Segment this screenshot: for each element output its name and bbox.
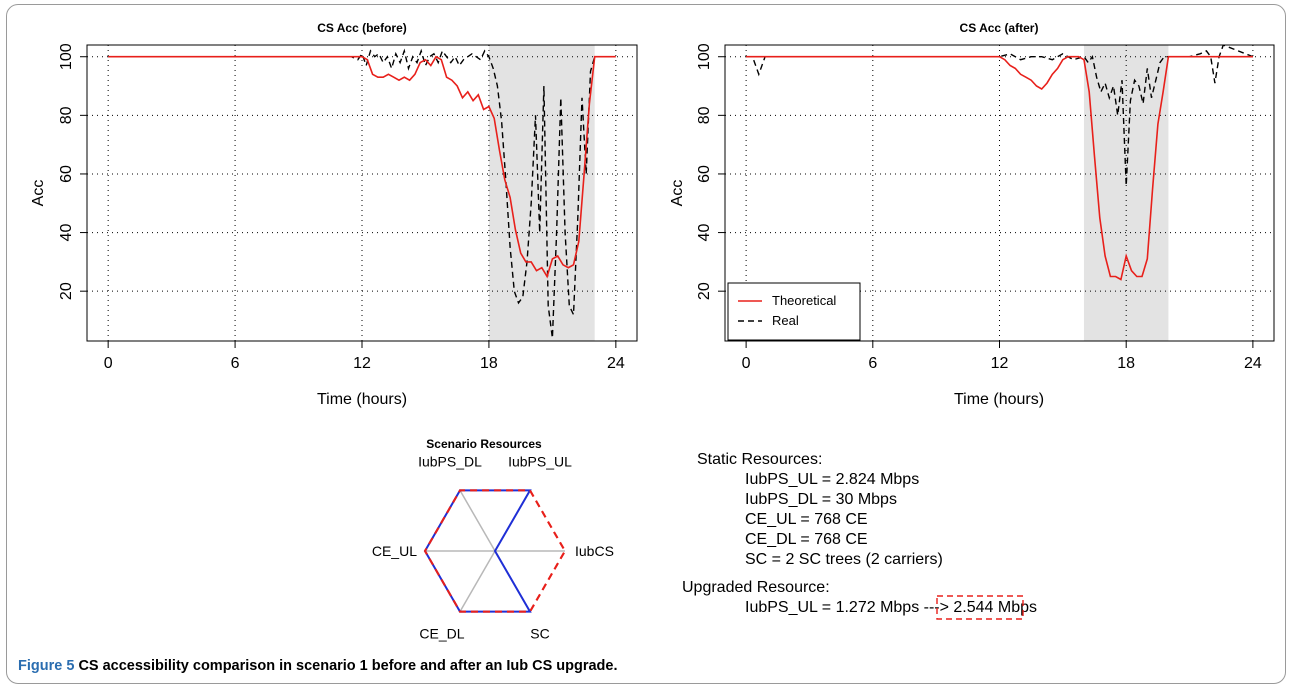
x-tick-label: 18 xyxy=(480,355,498,372)
y-tick-label: 60 xyxy=(58,165,75,183)
legend-real-label: Real xyxy=(772,313,799,328)
chart-before-ylabel: Acc xyxy=(30,180,47,207)
chart-after-legend: Theoretical Real xyxy=(727,282,861,341)
y-tick-label: 80 xyxy=(58,106,75,124)
figure-caption: Figure 5 CS accessibility comparison in … xyxy=(18,658,618,674)
chart-before-ticks: 0 6 12 18 24 20 40 60 80 100 xyxy=(58,43,625,372)
chart-after-shaded-region xyxy=(1083,45,1169,341)
series-line-theoretical xyxy=(746,55,1253,281)
x-tick-label: 12 xyxy=(353,355,371,372)
x-tick-label: 0 xyxy=(742,355,751,372)
radar-spoke xyxy=(459,550,496,612)
x-tick-label: 12 xyxy=(991,355,1009,372)
x-tick-label: 6 xyxy=(868,355,877,372)
radar-series-after-overlay xyxy=(423,489,567,613)
chart-after-xlabel: Time (hours) xyxy=(954,391,1044,408)
static-resource-item: CE_UL = 768 CE xyxy=(745,511,868,528)
static-resource-item: IubPS_DL = 30 Mbps xyxy=(745,491,897,508)
radar-chart: Scenario Resources IubPS_UL IubCS SC CE_DL C… xyxy=(372,437,614,642)
radar-axis-label: CE_DL xyxy=(419,626,464,642)
static-resources-heading: Static Resources: xyxy=(697,451,822,468)
y-tick-label: 40 xyxy=(696,224,713,242)
series-line-theoretical xyxy=(108,55,616,279)
radar-series xyxy=(423,489,567,613)
radar-axis-label: IubPS_UL xyxy=(508,453,572,469)
y-tick-label: 20 xyxy=(58,282,75,300)
chart-after: CS Acc (after) 0 6 12 18 24 20 40 60 80 100 Time … xyxy=(669,21,1275,408)
radar-title: Scenario Resources xyxy=(426,437,542,451)
resources-panel: Static Resources: IubPS_UL = 2.824 Mbps … xyxy=(682,451,1037,620)
chart-before-xlabel: Time (hours) xyxy=(317,391,407,408)
chart-before-title: CS Acc (before) xyxy=(317,21,407,35)
radar-axis-labels: IubPS_UL IubCS SC CE_DL CE_UL IubPS_DL xyxy=(372,453,614,641)
static-resource-item: CE_DL = 768 CE xyxy=(745,531,868,548)
radar-axis-label: CE_UL xyxy=(372,543,417,559)
y-tick-label: 60 xyxy=(696,165,713,183)
y-tick-label: 80 xyxy=(696,106,713,124)
upgraded-resource-item: IubPS_UL = 1.272 Mbps ---> 2.544 Mbps xyxy=(745,599,1037,616)
legend-box xyxy=(727,282,861,341)
chart-before-shaded-region xyxy=(488,45,595,341)
x-tick-label: 24 xyxy=(607,355,625,372)
y-tick-label: 100 xyxy=(696,43,713,70)
figure-frame xyxy=(6,4,1286,684)
y-tick-label: 20 xyxy=(696,282,713,300)
chart-before-plot-frame xyxy=(86,44,638,342)
radar-spoke xyxy=(459,490,496,552)
chart-before: CS Acc (before) 0 6 12 18 24 20 40 60 80 100 Time… xyxy=(30,21,638,408)
chart-after-series xyxy=(746,45,1254,281)
legend-theoretical-label: Theoretical xyxy=(772,293,836,308)
series-line-real xyxy=(108,48,616,339)
radar-axis-label: IubCS xyxy=(575,543,614,559)
upgraded-resource-heading: Upgraded Resource: xyxy=(682,579,830,596)
radar-axis-label: IubPS_DL xyxy=(418,453,482,469)
x-tick-label: 6 xyxy=(231,355,240,372)
x-tick-label: 18 xyxy=(1117,355,1135,372)
radar-axis-label: SC xyxy=(530,626,549,642)
caption-text: CS accessibility comparison in scenario … xyxy=(78,658,618,674)
chart-after-ticks: 0 6 12 18 24 20 40 60 80 100 xyxy=(696,43,1262,372)
chart-after-plot-frame xyxy=(724,44,1275,342)
caption-label: Figure 5 xyxy=(18,658,75,674)
y-tick-label: 100 xyxy=(58,43,75,70)
chart-after-title: CS Acc (after) xyxy=(960,21,1039,35)
upgrade-highlight-box xyxy=(936,595,1024,620)
static-resource-item: SC = 2 SC trees (2 carriers) xyxy=(745,551,943,568)
x-tick-label: 24 xyxy=(1244,355,1262,372)
x-tick-label: 0 xyxy=(104,355,113,372)
y-tick-label: 40 xyxy=(58,224,75,242)
static-resource-item: IubPS_UL = 2.824 Mbps xyxy=(745,471,919,488)
chart-before-series xyxy=(108,48,616,339)
chart-after-ylabel: Acc xyxy=(669,180,686,207)
